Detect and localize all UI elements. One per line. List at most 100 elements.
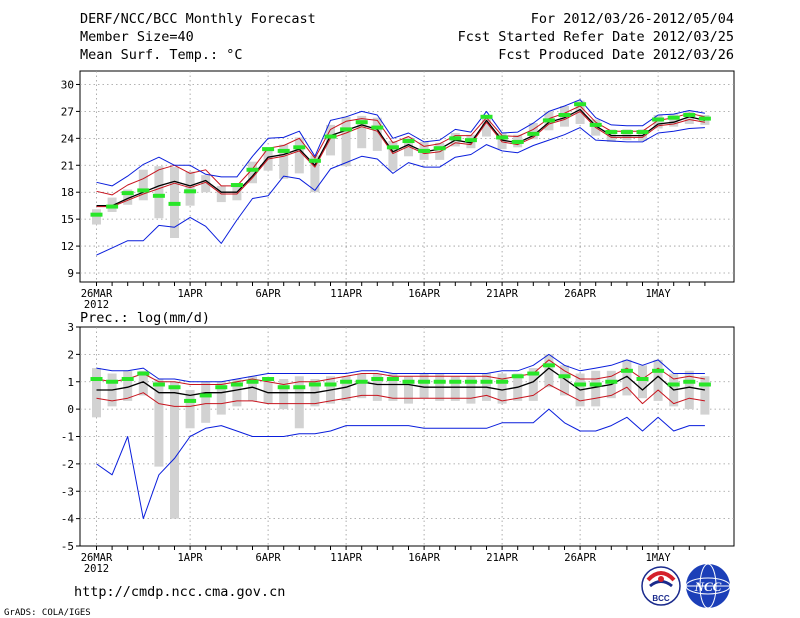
prec-observed-mark xyxy=(262,377,275,382)
temp-spread-box xyxy=(201,175,211,193)
temp-spread-box xyxy=(388,141,398,171)
temp-observed-mark xyxy=(464,138,477,143)
prec-x-tick-label: 26MAR xyxy=(81,552,113,564)
prec-y-tick-label: 2 xyxy=(67,348,74,361)
prec-spread-box xyxy=(170,381,179,519)
prec-spread-box xyxy=(92,368,101,418)
prec-x-tick-label: 26APR xyxy=(564,552,596,564)
temp-spread-box xyxy=(326,124,335,156)
precip-variable-label: Prec.: log(mm/d) xyxy=(80,310,210,326)
prec-lower-ensemble-line xyxy=(96,384,705,407)
prec-maximum-line xyxy=(96,353,705,383)
temp-observed-mark xyxy=(620,130,633,135)
temp-observed-mark xyxy=(371,125,384,130)
temp-observed-mark xyxy=(277,148,290,153)
prec-x-tick-label: 6APR xyxy=(255,552,281,564)
prec-observed-mark xyxy=(433,379,446,384)
ncc-logo-text: NCC xyxy=(694,579,722,594)
prec-observed-mark xyxy=(324,382,337,387)
prec-observed-mark xyxy=(121,377,134,382)
prec-observed-mark xyxy=(152,382,165,387)
temp-observed-mark xyxy=(308,158,321,163)
prec-observed-mark xyxy=(683,379,696,384)
prec-observed-mark xyxy=(199,393,212,398)
forecast-start-label: Fcst Started Refer Date 2012/03/25 xyxy=(458,29,734,45)
prec-observed-mark xyxy=(184,398,197,403)
prec-spread-box xyxy=(201,381,211,423)
prec-spread-box xyxy=(123,370,133,401)
prec-observed-mark xyxy=(496,379,509,384)
prec-spread-box xyxy=(560,365,569,396)
temp-y-tick-label: 21 xyxy=(61,159,74,172)
temp-spread-box xyxy=(248,161,257,184)
prec-spread-box xyxy=(638,365,647,399)
temp-observed-mark xyxy=(542,118,555,123)
prec-observed-mark xyxy=(168,385,181,390)
prec-x-tick-label: 11APR xyxy=(330,552,362,564)
prec-upper-ensemble-line xyxy=(96,359,705,385)
temp-observed-mark xyxy=(589,122,602,127)
prec-observed-mark xyxy=(418,379,431,384)
prec-y-tick-label: -5 xyxy=(61,540,74,553)
temp-observed-mark xyxy=(605,130,618,135)
prec-y-tick-label: -3 xyxy=(61,485,74,498)
temp-spread-box xyxy=(294,137,304,174)
temp-spread-box xyxy=(357,115,367,149)
temp-spread-box xyxy=(279,144,289,179)
prec-observed-mark xyxy=(90,377,103,382)
prec-year-label: 2012 xyxy=(84,563,109,575)
temp-y-tick-label: 15 xyxy=(61,213,74,226)
temp-upper-ensemble-line xyxy=(96,105,706,196)
temp-spread-box xyxy=(622,129,632,141)
temp-observed-mark xyxy=(698,116,711,121)
prec-spread-box xyxy=(388,373,398,401)
prec-observed-mark xyxy=(246,379,259,384)
prec-x-tick-label: 1APR xyxy=(177,552,203,564)
prec-y-tick-label: 1 xyxy=(67,376,74,389)
prec-y-tick-label: 3 xyxy=(67,321,74,334)
temp-spread-box xyxy=(92,209,101,225)
prec-observed-mark xyxy=(340,379,353,384)
prec-y-tick-label: -1 xyxy=(61,431,74,444)
prec-y-tick-label: -4 xyxy=(61,513,75,526)
forecast-produced-label: Fcst Produced Date 2012/03/26 xyxy=(498,47,734,63)
prec-observed-mark xyxy=(527,371,540,376)
prec-x-tick-label: 16APR xyxy=(408,552,440,564)
variable-label: Mean Surf. Temp.: °C xyxy=(80,47,243,63)
member-size-label: Member Size=40 xyxy=(80,29,194,45)
temp-lower-ensemble-line xyxy=(96,110,705,208)
temp-observed-mark xyxy=(511,139,524,144)
temp-observed-mark xyxy=(246,167,259,172)
temp-observed-mark xyxy=(683,112,696,117)
temp-observed-mark xyxy=(402,139,415,144)
prec-observed-mark xyxy=(636,377,649,382)
prec-x-tick-label: 1MAY xyxy=(645,552,671,564)
temp-spread-box xyxy=(684,111,694,124)
temp-observed-mark xyxy=(418,148,431,153)
prec-spread-box xyxy=(372,373,382,401)
temp-spread-box xyxy=(185,171,195,206)
temp-observed-mark xyxy=(636,130,649,135)
temp-x-tick-label: 1APR xyxy=(177,288,203,300)
temp-observed-mark xyxy=(262,147,275,152)
source-url[interactable]: http://cmdp.ncc.cma.gov.cn xyxy=(74,584,285,600)
prec-observed-mark xyxy=(355,379,368,384)
temp-observed-mark xyxy=(449,136,462,141)
temp-y-tick-label: 30 xyxy=(61,78,74,91)
temp-observed-mark xyxy=(527,131,540,136)
prec-observed-mark xyxy=(511,374,524,379)
prec-observed-mark xyxy=(620,368,633,373)
temp-x-tick-label: 6APR xyxy=(255,288,281,300)
prec-observed-mark xyxy=(402,379,415,384)
temp-observed-mark xyxy=(230,183,243,188)
prec-spread-box xyxy=(404,376,413,404)
temp-spread-box xyxy=(653,114,663,129)
temp-y-tick-label: 12 xyxy=(61,240,74,253)
temp-observed-mark xyxy=(293,145,306,150)
temp-x-tick-label: 11APR xyxy=(330,288,362,300)
temp-observed-mark xyxy=(137,188,150,193)
prec-minimum-line xyxy=(96,408,705,520)
prec-spread-box xyxy=(185,389,195,429)
prec-observed-mark xyxy=(137,371,150,376)
prec-spread-box xyxy=(497,373,507,404)
